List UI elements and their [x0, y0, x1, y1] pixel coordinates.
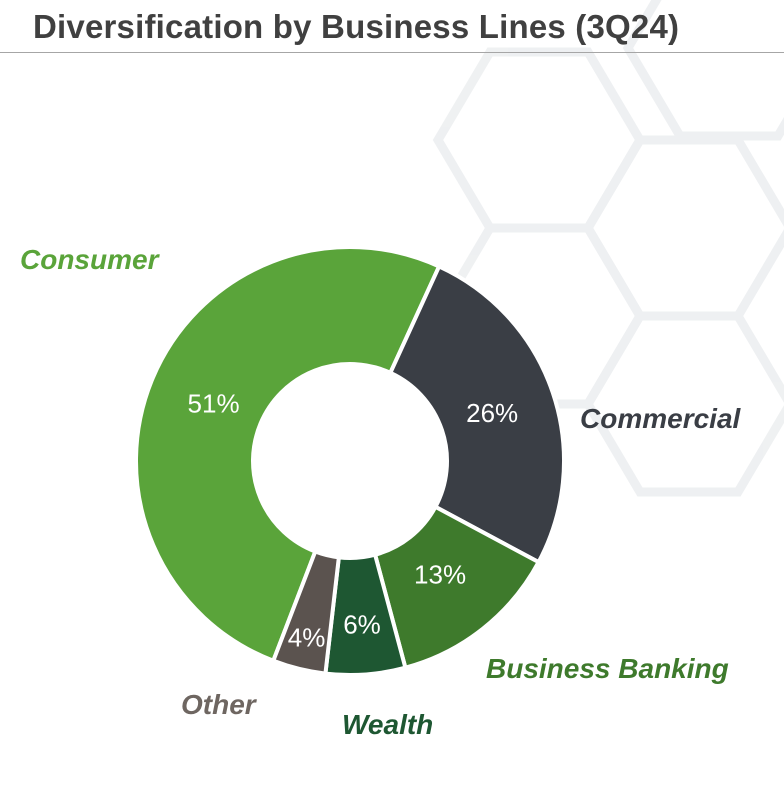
value-label-consumer: 51% — [188, 389, 240, 419]
slice-commercial — [387, 263, 566, 565]
category-label-consumer: Consumer — [20, 244, 159, 275]
category-label-wealth: Wealth — [342, 709, 434, 740]
slice-consumer — [134, 245, 442, 664]
category-label-business-banking: Business Banking — [486, 653, 729, 684]
page-title: Diversification by Business Lines (3Q24) — [33, 8, 680, 45]
value-label-commercial: 26% — [466, 398, 518, 428]
slice-business-banking — [372, 504, 542, 671]
slice-other — [270, 548, 342, 676]
value-label-wealth: 6% — [343, 610, 381, 640]
value-label-other: 4% — [288, 623, 326, 653]
value-label-business-banking: 13% — [414, 560, 466, 590]
category-label-other: Other — [181, 689, 256, 720]
category-label-commercial: Commercial — [580, 403, 741, 434]
title-divider — [0, 52, 784, 53]
